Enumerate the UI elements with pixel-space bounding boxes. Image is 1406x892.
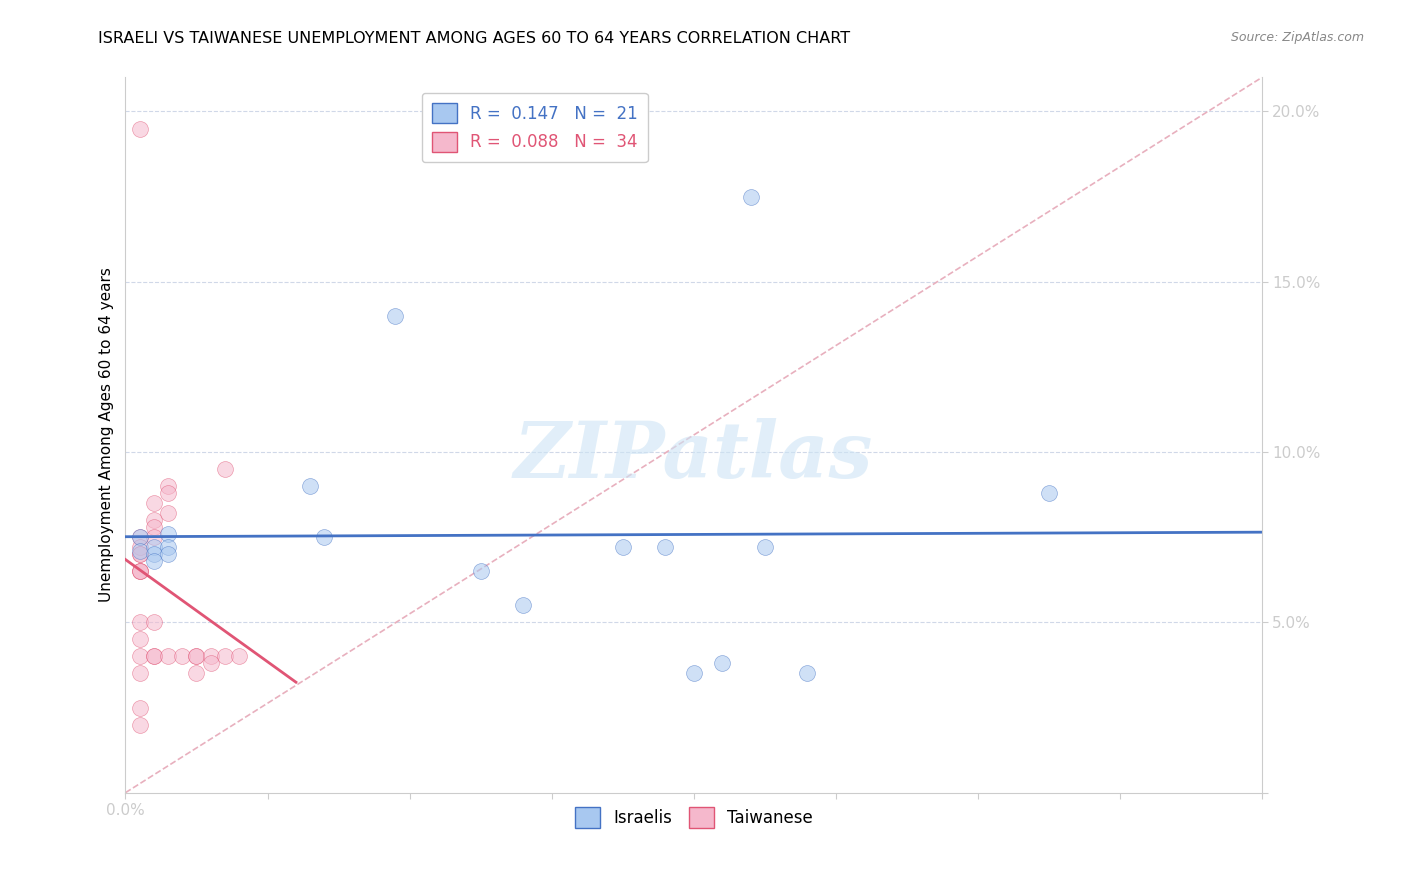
Point <box>128 717 150 731</box>
Point <box>128 666 150 681</box>
Point <box>142 547 165 561</box>
Point <box>157 649 180 664</box>
Point <box>172 649 194 664</box>
Point <box>128 547 150 561</box>
Point <box>142 541 165 555</box>
Point <box>142 615 165 630</box>
Point <box>157 526 180 541</box>
Point <box>200 649 222 664</box>
Point <box>142 513 165 527</box>
Point <box>128 530 150 544</box>
Point <box>384 309 406 323</box>
Point <box>754 541 776 555</box>
Point <box>128 121 150 136</box>
Point <box>612 541 634 555</box>
Point <box>214 462 236 476</box>
Point <box>157 547 180 561</box>
Point <box>200 657 222 671</box>
Point <box>128 615 150 630</box>
Point <box>711 657 734 671</box>
Point <box>128 649 150 664</box>
Point <box>228 649 250 664</box>
Point <box>128 564 150 578</box>
Point <box>128 544 150 558</box>
Point <box>142 649 165 664</box>
Point <box>128 547 150 561</box>
Point <box>157 486 180 500</box>
Point <box>740 189 762 203</box>
Point <box>128 541 150 555</box>
Point <box>299 479 322 493</box>
Point <box>186 649 208 664</box>
Point <box>142 520 165 534</box>
Point <box>142 649 165 664</box>
Point <box>128 700 150 714</box>
Y-axis label: Unemployment Among Ages 60 to 64 years: Unemployment Among Ages 60 to 64 years <box>100 268 114 602</box>
Point <box>654 541 676 555</box>
Point <box>186 666 208 681</box>
Point <box>142 554 165 568</box>
Point <box>157 541 180 555</box>
Text: Source: ZipAtlas.com: Source: ZipAtlas.com <box>1230 31 1364 45</box>
Point <box>142 530 165 544</box>
Point <box>128 564 150 578</box>
Point <box>128 632 150 647</box>
Point <box>128 530 150 544</box>
Point <box>1038 486 1060 500</box>
Point <box>142 496 165 510</box>
Point <box>128 564 150 578</box>
Point <box>186 649 208 664</box>
Point <box>214 649 236 664</box>
Point <box>796 666 818 681</box>
Legend: Israelis, Taiwanese: Israelis, Taiwanese <box>568 801 820 834</box>
Point <box>157 507 180 521</box>
Point <box>682 666 704 681</box>
Text: ZIPatlas: ZIPatlas <box>515 418 873 495</box>
Point <box>314 530 336 544</box>
Point <box>157 479 180 493</box>
Point <box>512 599 534 613</box>
Point <box>470 564 492 578</box>
Text: ISRAELI VS TAIWANESE UNEMPLOYMENT AMONG AGES 60 TO 64 YEARS CORRELATION CHART: ISRAELI VS TAIWANESE UNEMPLOYMENT AMONG … <box>98 31 851 46</box>
